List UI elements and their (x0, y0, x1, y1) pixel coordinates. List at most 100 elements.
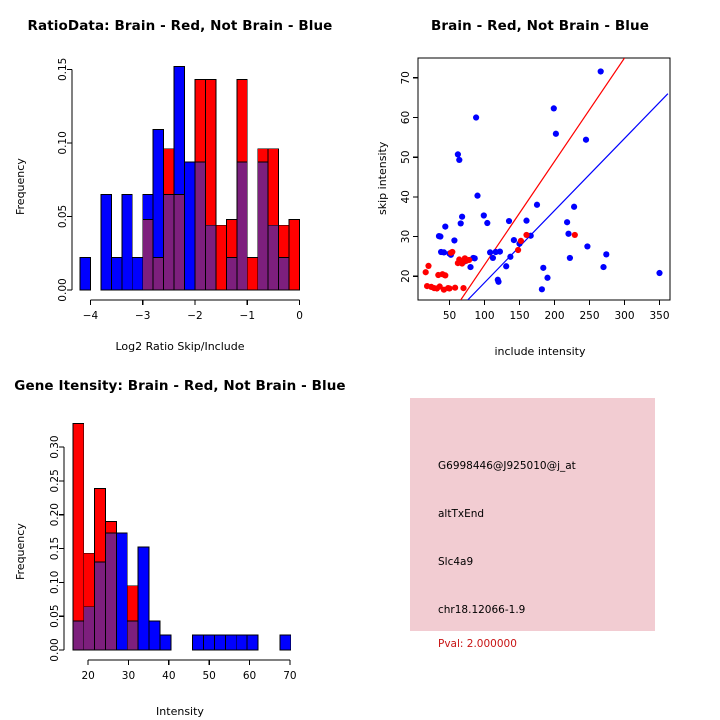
gene-xtick-label: 20 (81, 670, 94, 682)
scatter-xtick-label: 350 (649, 310, 669, 322)
histogram-bar (159, 634, 172, 651)
histogram-bar-overlap (142, 218, 154, 291)
panel-ratio-histogram: RatioData: Brain - Red, Not Brain - Blue… (0, 0, 360, 360)
histogram-bar (137, 546, 150, 651)
histogram-bar (148, 620, 161, 651)
ratio-ytick-label: 0.10 (57, 131, 69, 154)
scatter-point (552, 130, 559, 137)
histogram-bar-overlap (236, 161, 248, 291)
histogram-bar (72, 422, 85, 651)
scatter-point (437, 233, 444, 240)
scatter-point (449, 248, 456, 256)
scatter-point (467, 263, 474, 271)
scatter-point (487, 249, 494, 256)
gene-ytick-label: 0.10 (49, 571, 61, 594)
histogram-bar (288, 218, 300, 291)
panel-scatter: Brain - Red, Not Brain - Blue 20 30 40 50 60… (360, 0, 720, 360)
ratio-histogram-title: RatioData: Brain - Red, Not Brain - Blue (27, 18, 333, 34)
scatter-point (538, 286, 545, 293)
panel-info: G6998446@J925010@j_at altTxEnd Slc4a9 chr18… (360, 360, 720, 720)
info-line-4: Pval: 2.000000 (438, 638, 517, 650)
scatter-point (582, 136, 590, 143)
histogram-bar-overlap (267, 224, 280, 291)
histogram-bar-overlap (83, 606, 96, 651)
gene-ytick-label: 0.30 (49, 435, 61, 458)
scatter-point (460, 284, 467, 292)
histogram-bar-overlap (94, 561, 106, 651)
ratio-ytick-label: 0.15 (57, 58, 69, 81)
scatter-point (571, 203, 578, 210)
regression-line-not-brain-fit (467, 93, 669, 300)
panel-gene-histogram: Gene Itensity: Brain - Red, Not Brain - … (0, 360, 360, 720)
scatter-point (571, 231, 578, 239)
scatter-point (473, 114, 480, 121)
scatter-point (457, 220, 464, 227)
histogram-bar-overlap (72, 620, 85, 651)
scatter-point (422, 269, 429, 276)
histogram-bar-overlap (126, 620, 139, 651)
info-box: G6998446@J925010@j_at altTxEnd Slc4a9 chr18… (410, 398, 655, 650)
scatter-ylabel: skip intensity (376, 141, 389, 215)
histogram-bar (184, 161, 196, 291)
gene-histogram-svg: 0.00 0.05 0.10 0.15 0.20 0.25 0.30 20 30 40 50 60 70 (49, 422, 297, 682)
scatter-xtick-label: 150 (509, 310, 529, 322)
scatter-point (523, 217, 530, 224)
scatter-point (540, 264, 547, 271)
gene-xtick-label: 40 (162, 670, 175, 682)
gene-ytick-label: 0.15 (49, 537, 61, 560)
gene-xtick-label: 50 (203, 670, 216, 682)
scatter-point (564, 219, 571, 226)
gene-bars (72, 422, 292, 651)
info-line-2: Slc4a9 (438, 556, 474, 568)
histogram-bar (235, 634, 248, 651)
scatter-point (442, 223, 449, 230)
gene-xtick-label: 70 (283, 670, 296, 682)
histogram-bar-overlap (257, 161, 269, 291)
histogram-bar (115, 532, 128, 651)
scatter-point (496, 248, 503, 255)
histogram-bar (192, 634, 204, 651)
gene-ytick-label: 0.00 (49, 638, 61, 661)
histogram-bar (224, 634, 237, 651)
scatter-point (459, 213, 466, 220)
scatter-point (442, 272, 449, 279)
histogram-bar-overlap (225, 257, 238, 291)
scatter-point (505, 217, 513, 225)
ratio-xtick-label: −2 (187, 310, 202, 322)
scatter-point (584, 243, 591, 250)
histogram-bar-overlap (278, 257, 290, 291)
scatter-point (484, 219, 491, 227)
scatter-xlabel: include intensity (494, 345, 586, 358)
scatter-xtick-label: 100 (474, 310, 494, 322)
scatter-point (544, 274, 551, 281)
gene-xtick-label: 30 (122, 670, 135, 682)
scatter-point (517, 237, 524, 244)
scatter-point (603, 251, 610, 258)
scatter-point (489, 254, 496, 262)
histogram-bar (203, 634, 215, 651)
scatter-point (452, 284, 459, 291)
scatter-point (656, 269, 663, 277)
scatter-point (466, 256, 473, 264)
scatter-point (507, 253, 514, 260)
scatter-point (495, 278, 502, 285)
scatter-title: Brain - Red, Not Brain - Blue (431, 18, 649, 34)
histogram-bar (246, 634, 259, 651)
histogram-bar-overlap (173, 193, 185, 291)
scatter-point (510, 236, 517, 244)
scatter-point (566, 254, 573, 262)
gene-histogram-xlabel: Intensity (156, 705, 204, 718)
scatter-point (597, 68, 604, 75)
gene-histogram-title: Gene Itensity: Brain - Red, Not Brain - … (14, 378, 346, 394)
scatter-point (515, 246, 522, 254)
ratio-histogram-xlabel: Log2 Ratio Skip/Include (115, 340, 245, 353)
scatter-point (440, 249, 447, 256)
scatter-xtick-label: 200 (544, 310, 564, 322)
histogram-bar-overlap (194, 161, 206, 291)
scatter-point (550, 105, 557, 112)
histogram-bar-overlap (205, 224, 217, 291)
scatter-series (422, 231, 578, 293)
scatter-point (523, 231, 530, 239)
scatter-xtick-label: 300 (614, 310, 634, 322)
scatter-point (503, 263, 510, 270)
